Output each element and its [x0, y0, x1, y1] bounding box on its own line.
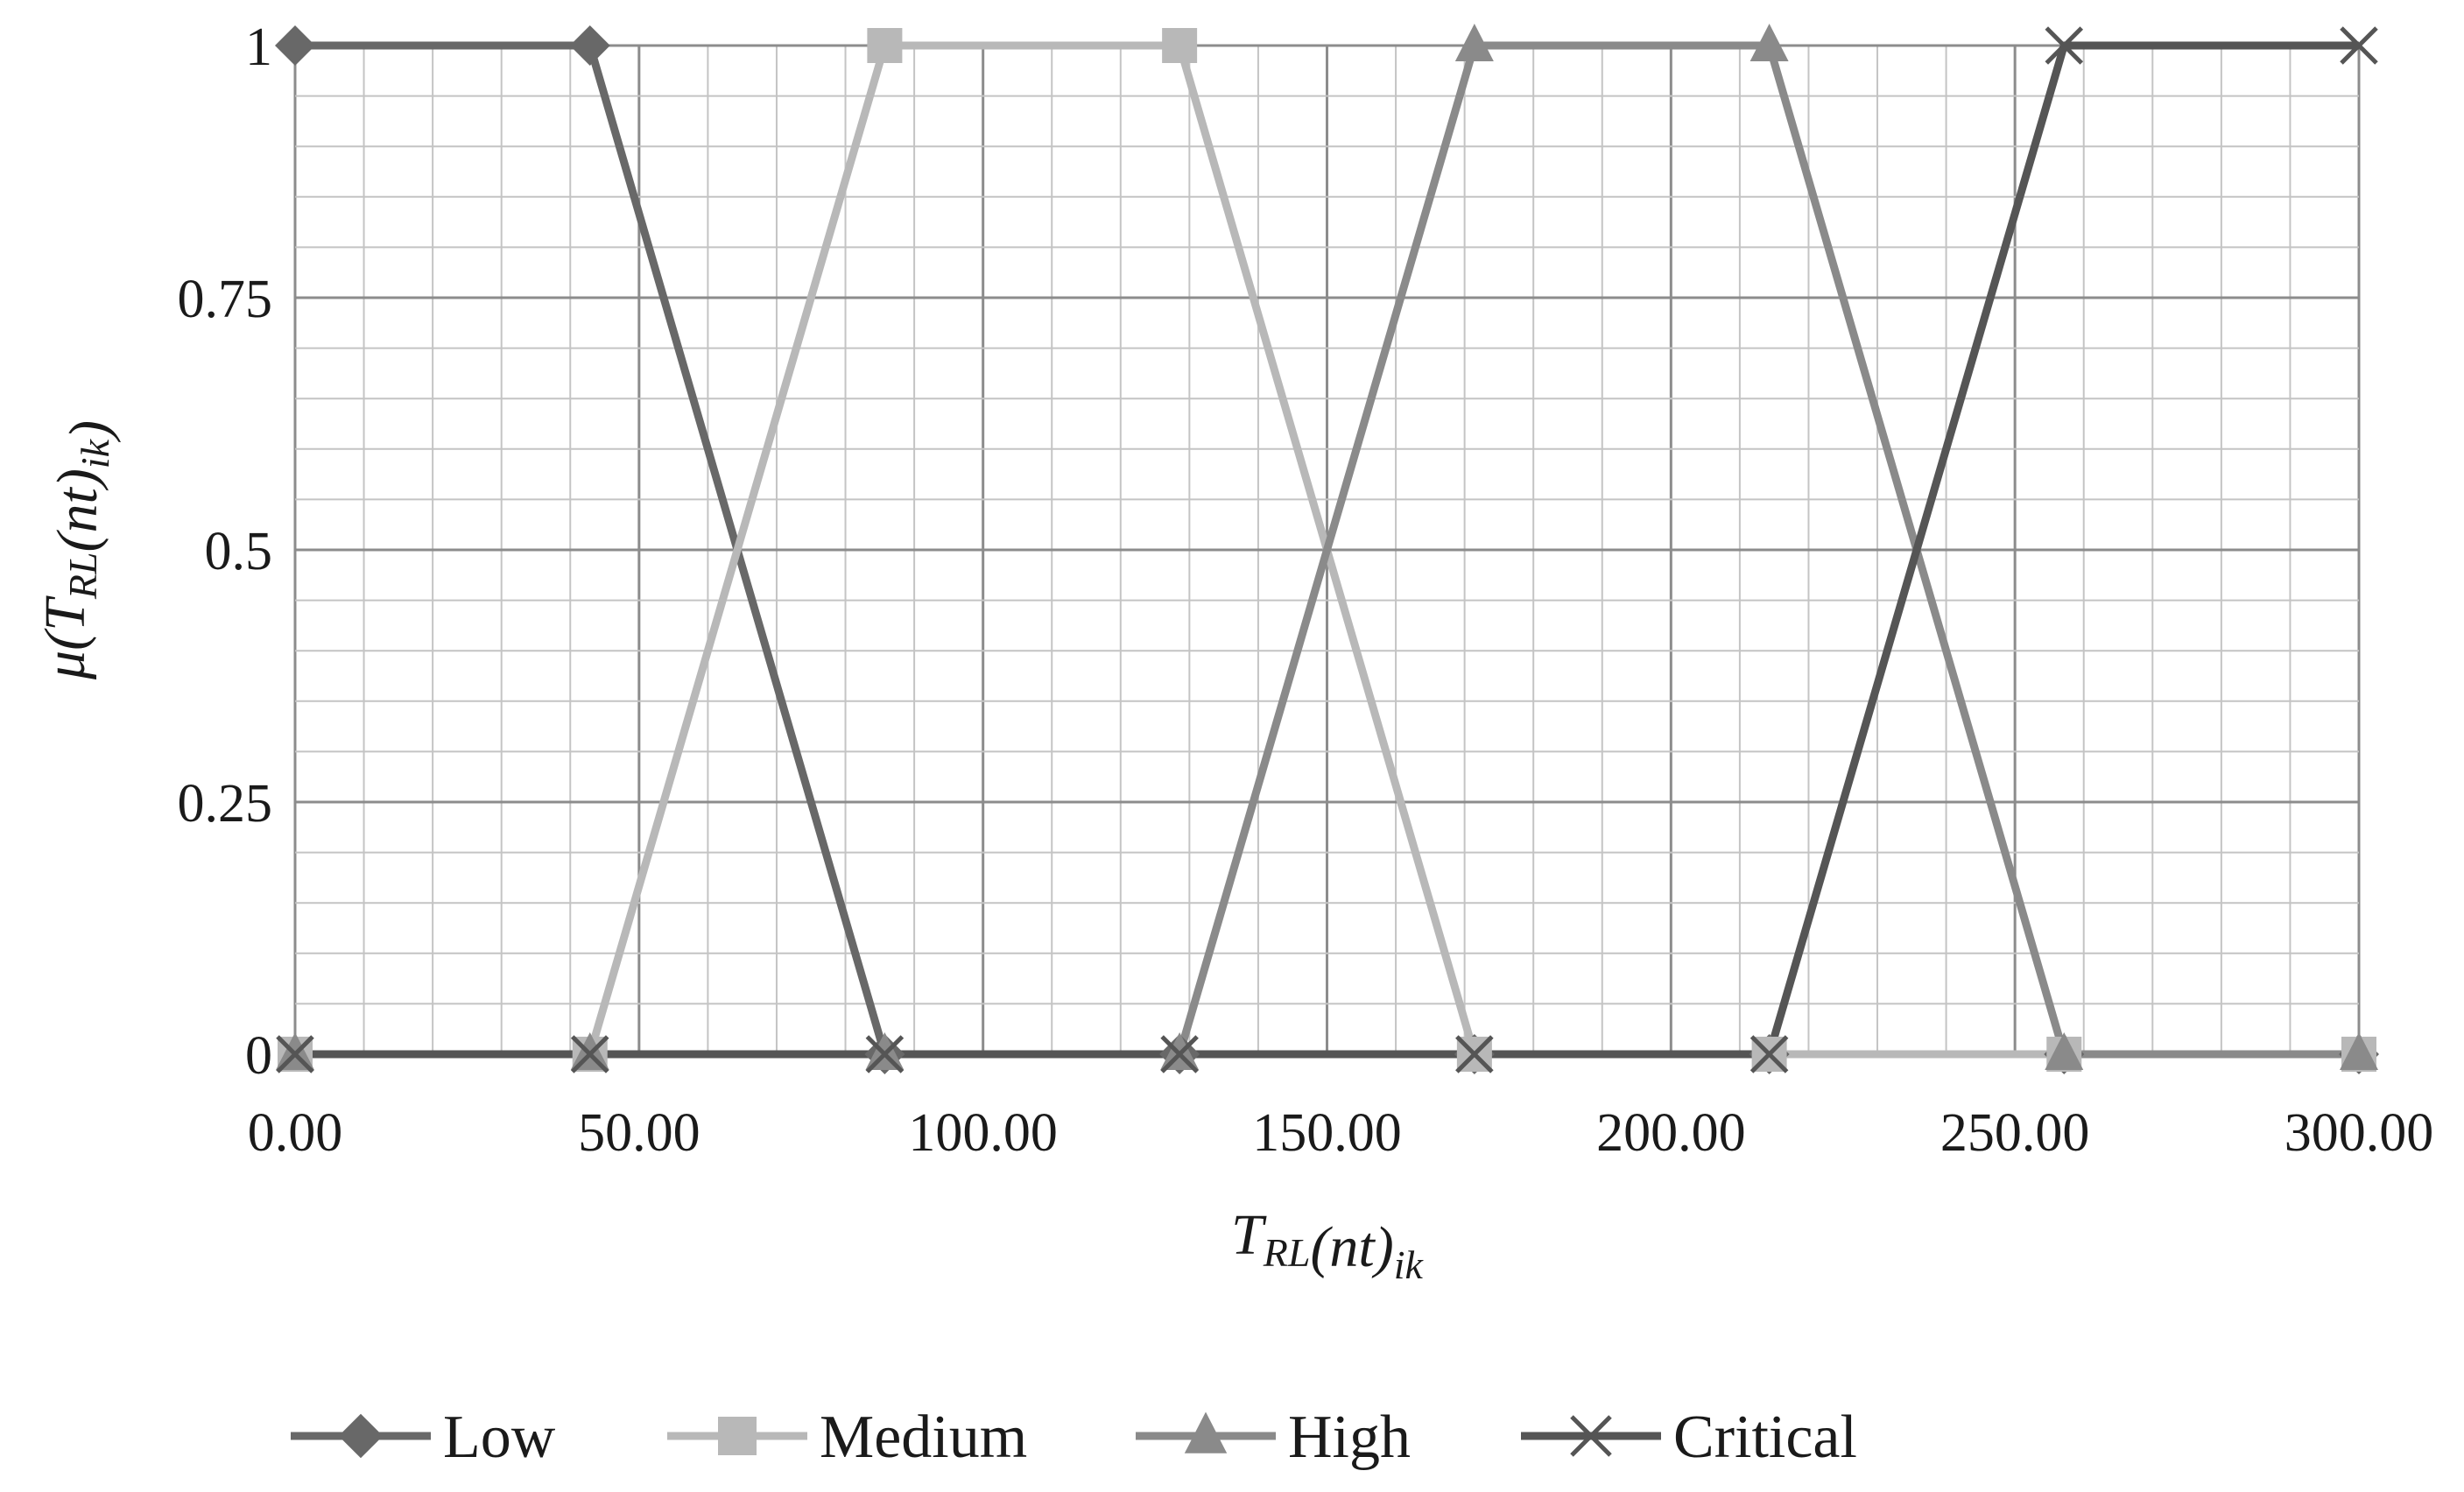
data-point-critical: [1749, 1035, 1789, 1073]
data-point-low: [275, 25, 315, 66]
legend-label-high: High: [1288, 1404, 1411, 1471]
legend-label-medium: Medium: [820, 1404, 1027, 1471]
x-marker-stroke: [1570, 1415, 1612, 1457]
x-marker-stroke: [1749, 1035, 1789, 1073]
x-marker-stroke: [2045, 26, 2084, 65]
y-tick-label: 1: [245, 18, 272, 77]
data-point-high: [1749, 24, 1789, 61]
y-tick-label: 0.75: [178, 270, 273, 329]
y-tick-label: 0: [245, 1026, 272, 1086]
legend-marker-high: [1184, 1411, 1228, 1453]
x-marker-stroke: [2340, 26, 2378, 65]
legend-label-critical: Critical: [1673, 1404, 1857, 1471]
legend-marker-low: [338, 1413, 384, 1459]
x-tick-label: 250.00: [1940, 1103, 2090, 1163]
x-tick-label: 100.00: [908, 1103, 1058, 1163]
legend-marker-critical: [1570, 1415, 1612, 1457]
legend-item-low: Low: [291, 1404, 556, 1471]
x-marker-stroke: [570, 1035, 609, 1073]
data-point-critical: [276, 1035, 314, 1073]
data-point-critical: [865, 1035, 905, 1073]
legend-marker-medium: [718, 1417, 757, 1455]
x-tick-label: 50.00: [578, 1103, 700, 1163]
data-point-critical: [570, 1035, 609, 1073]
data-point-critical: [1455, 1035, 1494, 1073]
y-tick-label: 0.5: [205, 522, 273, 581]
x-tick-label: 150.00: [1252, 1103, 1402, 1163]
legend-item-medium: Medium: [667, 1404, 1027, 1471]
x-tick-label: 300.00: [2284, 1103, 2434, 1163]
legend: Low Medium High Critical: [291, 1404, 1857, 1471]
x-tick-label: 0.00: [248, 1103, 343, 1163]
data-point-critical: [2340, 26, 2378, 65]
data-point-critical: [2045, 26, 2084, 65]
data-point-high: [2045, 1032, 2084, 1070]
legend-item-critical: Critical: [1521, 1404, 1857, 1471]
x-marker-stroke: [865, 1035, 905, 1073]
data-point-high: [2340, 1032, 2378, 1070]
data-point-critical: [1160, 1035, 1199, 1073]
axes: 0 0.25 0.5 0.75 1 0.00 50.00 100.00 150.00 200.00…: [33, 18, 2433, 1287]
data-point-medium: [867, 28, 903, 63]
legend-item-high: High: [1136, 1404, 1411, 1471]
y-axis-title: μ(TRL(nt)ik): [33, 420, 122, 680]
x-marker-stroke: [276, 1035, 314, 1073]
x-marker-stroke: [1455, 1035, 1494, 1073]
x-axis-title: TRL(nt)ik: [1231, 1203, 1424, 1287]
series-layer: [275, 24, 2379, 1074]
series-markers-critical: [276, 26, 2378, 1073]
data-point-medium: [1162, 28, 1198, 63]
data-point-high: [1454, 24, 1494, 61]
data-point-low: [569, 25, 610, 66]
series-line-critical: [295, 41, 2359, 1059]
y-tick-label: 0.25: [178, 774, 273, 834]
x-marker-stroke: [1160, 1035, 1199, 1073]
x-tick-label: 200.00: [1596, 1103, 1746, 1163]
legend-label-low: Low: [443, 1404, 556, 1471]
